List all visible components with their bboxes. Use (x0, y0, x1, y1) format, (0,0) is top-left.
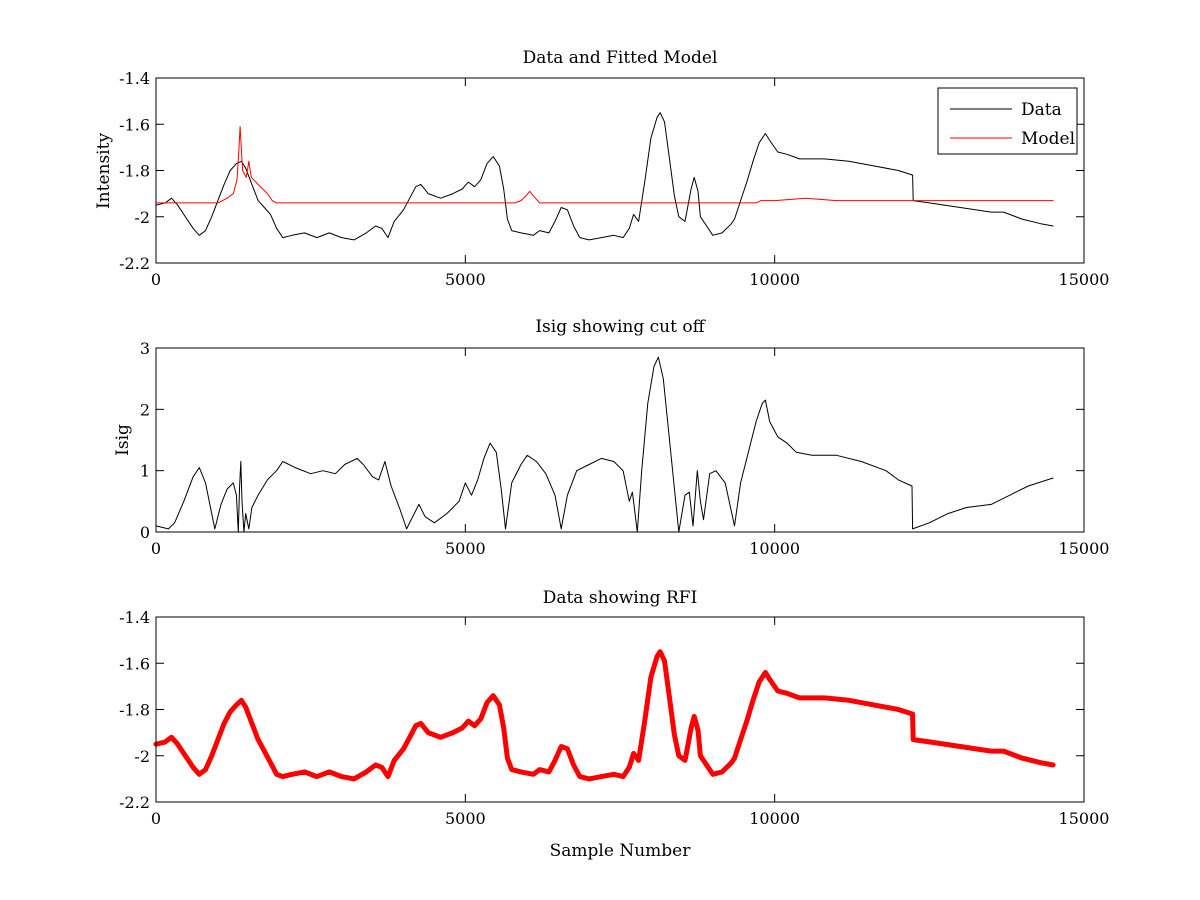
panel-1-ytick-label: -2 (134, 208, 150, 227)
panel-3-ytick-label: -1.4 (119, 608, 150, 627)
panel-3-ytick-label: -1.6 (119, 654, 150, 673)
panel-2-series-layer (155, 356, 1054, 533)
legend: Data Model (937, 87, 1078, 155)
panel-3-ytick-label: -2 (134, 747, 150, 766)
panel-1-ytick-label: -1.6 (119, 115, 150, 134)
panel-3-xtick-label: 5000 (445, 809, 486, 828)
panel-1-ylabel: Intensity (94, 133, 114, 209)
panel-2-ylabel: Isig (113, 424, 133, 456)
panel-3-xtick-label: 0 (151, 809, 161, 828)
panel-3-ytick-label: -1.8 (119, 701, 150, 720)
panel-3-xtick-label: 10000 (749, 809, 800, 828)
panel-2-frame (155, 347, 1085, 533)
panel-2-title: Isig showing cut off (535, 317, 706, 337)
panel-1-series-data-line (155, 112, 1054, 241)
legend-label-data: Data (1021, 100, 1062, 120)
panel-1-xtick-label: 15000 (1059, 270, 1110, 289)
panel-1-ytick-label: -1.4 (119, 69, 150, 88)
panel-2-series-1-line (155, 356, 1054, 533)
panel-2-ticks: 0 5000 10000 15000 0 1 2 3 (140, 339, 1110, 558)
panel-3-series-layer (153, 649, 1056, 782)
panel-2-xtick-label: 10000 (749, 539, 800, 558)
panel-2-ytick-label: 1 (140, 462, 150, 481)
panel-2-xtick-label: 5000 (445, 539, 486, 558)
panel-1-series-model-line (155, 126, 1054, 204)
panel-3-ticks: 0 5000 10000 15000 -2.2 -2 -1.8 -1.6 -1.4 (119, 608, 1109, 828)
panel-2-xtick-label: 0 (151, 539, 161, 558)
panel-2-plot: 0 5000 10000 15000 0 1 2 3 (140, 339, 1110, 558)
panel-3-title: Data showing RFI (543, 588, 698, 608)
panel-1-ticks: 0 5000 10000 15000 -2.2 -2 -1.8 -1.6 -1.4 (119, 69, 1109, 289)
legend-label-model: Model (1021, 129, 1075, 149)
panel-1-xtick-label: 5000 (445, 270, 486, 289)
panel-2-xtick-label: 15000 (1059, 539, 1110, 558)
panel-1-plot: 0 5000 10000 15000 -2.2 -2 -1.8 -1.6 -1.4 (119, 69, 1109, 289)
panel-2: Isig showing cut off Isig 0 5000 10000 1500… (113, 317, 1109, 558)
panel-3-ytick-label: -2.2 (119, 793, 150, 812)
panel-1-title: Data and Fitted Model (523, 48, 718, 68)
panel-3-plot: 0 5000 10000 15000 -2.2 -2 -1.8 -1.6 -1.4 (119, 608, 1109, 828)
panel-1-ytick-label: -1.8 (119, 162, 150, 181)
panel-1-series-layer (155, 112, 1054, 241)
panel-1-xtick-label: 0 (151, 270, 161, 289)
panel-2-ytick-label: 3 (140, 339, 150, 358)
panel-2-ytick-label: 0 (140, 523, 150, 542)
panel-3: Data showing RFI 0 5000 10000 15000 -2.2 -2 -1… (119, 588, 1109, 861)
panel-1: Data and Fitted Model Intensity 0 5000 100… (94, 48, 1109, 289)
panel-3-xtick-label: 15000 (1059, 809, 1110, 828)
panel-1-ytick-label: -2.2 (119, 254, 150, 273)
panel-3-xlabel: Sample Number (550, 841, 692, 861)
legend-box (937, 87, 1078, 155)
panel-2-ytick-label: 2 (140, 400, 150, 419)
panel-3-series-1-line (153, 649, 1056, 782)
panel-1-xtick-label: 10000 (749, 270, 800, 289)
